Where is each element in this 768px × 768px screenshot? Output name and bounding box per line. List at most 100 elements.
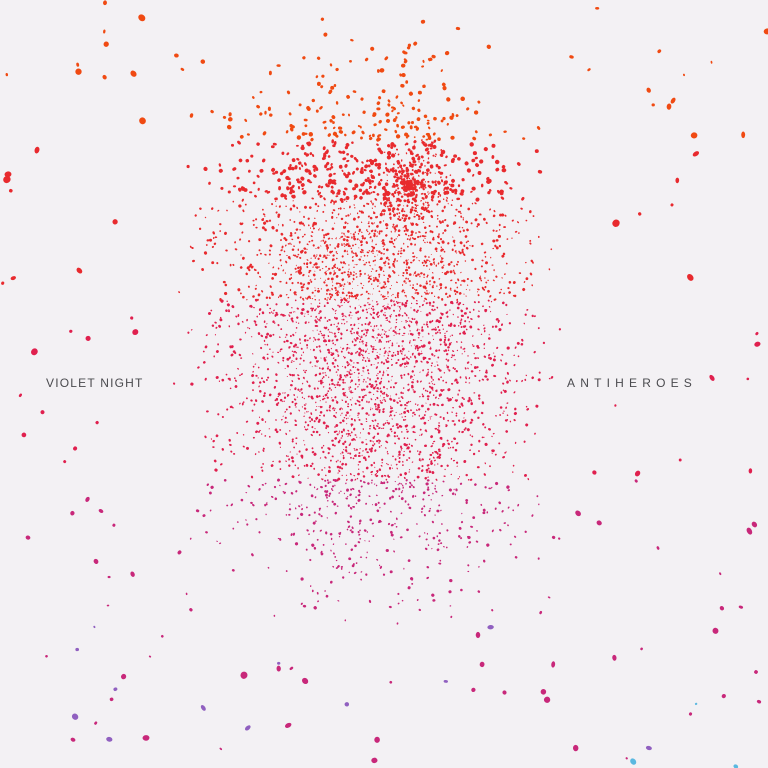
particle	[482, 436, 485, 438]
particle	[267, 566, 270, 569]
particle	[264, 228, 267, 232]
particle	[406, 360, 408, 362]
particle	[342, 318, 345, 321]
particle	[534, 149, 539, 153]
particle	[427, 332, 430, 335]
particle	[462, 303, 465, 306]
particle	[397, 236, 399, 238]
particle	[412, 378, 414, 381]
particle	[240, 186, 244, 190]
particle	[311, 298, 314, 300]
particle	[422, 387, 425, 390]
particle	[334, 511, 338, 515]
particle	[504, 362, 508, 366]
particle	[538, 371, 541, 374]
particle	[365, 329, 367, 332]
particle	[282, 415, 284, 417]
particle	[103, 0, 107, 6]
particle	[401, 217, 404, 220]
particle	[442, 480, 445, 483]
particle	[358, 404, 361, 407]
particle	[214, 321, 217, 324]
particle	[337, 331, 340, 334]
particle	[409, 356, 412, 358]
particle	[415, 205, 418, 208]
particle	[353, 194, 358, 199]
particle	[322, 395, 325, 397]
particle	[246, 299, 248, 301]
particle	[291, 194, 296, 199]
particle	[443, 372, 446, 374]
particle	[341, 474, 343, 477]
particle	[457, 184, 461, 188]
particle	[330, 347, 333, 350]
particle	[340, 301, 343, 304]
particle	[275, 197, 278, 201]
particle	[440, 509, 442, 512]
particle	[325, 531, 328, 535]
particle	[411, 295, 414, 298]
particle	[322, 421, 326, 425]
particle	[262, 462, 264, 465]
particle	[688, 712, 693, 716]
particle	[303, 397, 305, 400]
particle	[498, 291, 502, 294]
particle	[344, 292, 345, 294]
particle	[240, 498, 244, 502]
particle	[112, 523, 116, 527]
particle	[275, 205, 277, 207]
particle	[536, 126, 541, 130]
particle	[424, 165, 426, 167]
particle	[458, 430, 461, 433]
particle	[381, 462, 383, 464]
particle	[358, 383, 360, 386]
particle	[410, 242, 413, 246]
particle	[332, 274, 335, 276]
particle	[286, 186, 290, 191]
particle	[303, 415, 305, 418]
particle	[349, 473, 352, 476]
particle	[480, 411, 484, 415]
particle	[393, 245, 396, 248]
particle	[426, 488, 430, 491]
particle	[395, 361, 398, 365]
particle	[503, 130, 507, 133]
particle	[398, 460, 401, 463]
particle	[397, 455, 399, 457]
particle	[371, 239, 374, 241]
particle	[524, 530, 527, 533]
particle	[337, 327, 341, 331]
particle	[268, 428, 270, 430]
particle	[437, 262, 440, 265]
particle	[70, 737, 76, 742]
particle	[358, 418, 361, 421]
particle	[462, 253, 466, 256]
particle	[427, 544, 430, 546]
particle	[371, 479, 373, 482]
particle	[219, 298, 222, 302]
particle	[429, 283, 431, 286]
particle	[261, 400, 264, 403]
particle	[243, 188, 248, 192]
particle	[215, 376, 219, 379]
particle	[301, 391, 303, 394]
particle	[247, 326, 249, 329]
particle	[381, 239, 385, 242]
particle	[277, 478, 280, 482]
particle	[252, 96, 255, 99]
particle	[400, 101, 403, 105]
particle	[341, 399, 344, 401]
particle	[372, 329, 373, 331]
particle	[295, 264, 297, 267]
particle	[274, 497, 278, 501]
particle	[490, 300, 493, 303]
particle	[365, 334, 368, 337]
particle	[255, 226, 258, 229]
particle	[421, 469, 424, 472]
particle	[483, 342, 486, 346]
particle	[421, 234, 424, 238]
particle	[460, 284, 462, 286]
particle	[254, 322, 257, 324]
particle	[436, 214, 439, 217]
particle	[310, 137, 314, 142]
